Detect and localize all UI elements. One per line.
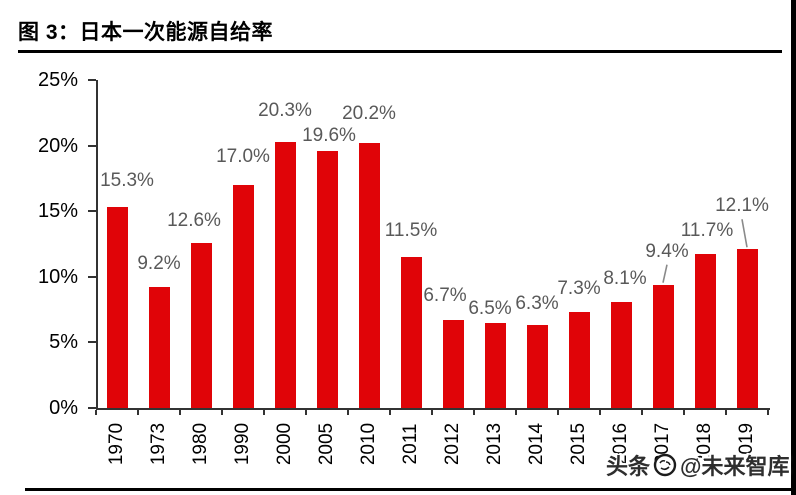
bar-value-label: 12.1%: [715, 195, 769, 217]
chart-bar: [316, 150, 338, 408]
chart-bar: [400, 257, 422, 408]
bar-value-label: 6.5%: [468, 297, 512, 319]
x-axis-tick: [179, 410, 181, 415]
x-axis-tick: [683, 410, 685, 415]
x-axis-tick: [431, 410, 433, 415]
chart-bar: [106, 207, 128, 408]
y-axis-tick: [88, 144, 96, 147]
y-axis-line: [96, 80, 98, 410]
chart-bar: [610, 301, 632, 408]
x-axis-tick: [95, 410, 97, 415]
title-underline: [18, 50, 782, 53]
x-axis-tick: [599, 410, 601, 415]
x-axis-tick: [137, 410, 139, 415]
chart-bar: [736, 249, 758, 408]
x-axis-tick: [557, 410, 559, 415]
x-axis-tick-label: 2000: [274, 422, 295, 466]
watermark: 头条 @未来智库: [606, 449, 789, 481]
x-axis-line: [96, 408, 770, 410]
chart-bar: [568, 312, 590, 408]
x-axis-tick: [641, 410, 643, 415]
x-axis-tick-label: 2013: [484, 422, 505, 466]
x-axis-tick: [725, 410, 727, 415]
y-axis-tick: [88, 79, 96, 81]
x-axis-tick: [305, 410, 307, 415]
bar-value-label: 8.1%: [603, 267, 647, 289]
watermark-suffix: @未来智库: [680, 454, 790, 479]
bar-value-label: 11.7%: [680, 220, 734, 242]
chart-bar: [232, 184, 254, 408]
x-axis-tick-label: 1990: [232, 422, 253, 466]
x-axis-tick: [389, 410, 391, 415]
y-axis-tick-label: 10%: [37, 265, 78, 288]
bar-value-label: 17.0%: [216, 145, 270, 167]
y-axis-tick-label: 20%: [37, 134, 78, 157]
chart-bar: [652, 284, 674, 408]
bar-value-label: 9.4%: [645, 240, 689, 262]
x-axis-tick-label: 1970: [106, 422, 127, 466]
x-axis-tick-label: 1973: [148, 422, 169, 466]
chart-bar: [442, 320, 464, 408]
bar-value-label: 7.3%: [557, 278, 601, 300]
chart-bar: [526, 325, 548, 408]
x-axis-tick-label: 2015: [568, 422, 589, 466]
y-axis-tick-label: 5%: [49, 331, 78, 354]
bar-value-label: 11.5%: [384, 220, 438, 242]
x-axis-tick-label: 2005: [316, 422, 337, 466]
chart-bar: [190, 242, 212, 408]
bar-value-label: 9.2%: [137, 253, 181, 275]
watermark-prefix: 头条: [606, 454, 651, 479]
right-edge-strip: [791, 0, 796, 495]
chart-bar: [694, 254, 716, 408]
bar-value-label: 20.3%: [258, 99, 312, 121]
y-axis-tick-label: 25%: [37, 69, 78, 91]
bar-value-label: 6.3%: [515, 293, 559, 315]
bottom-divider: [25, 488, 791, 491]
y-axis-tick: [88, 275, 96, 278]
x-axis-tick: [515, 410, 517, 415]
bar-value-label: 6.7%: [423, 285, 467, 307]
y-axis-tick: [88, 210, 96, 213]
chart-bar: [484, 322, 506, 408]
x-axis-tick-label: 2010: [358, 422, 379, 466]
x-axis-tick: [221, 410, 223, 415]
x-axis-tick: [473, 410, 475, 415]
y-axis-tick: [88, 341, 96, 344]
y-axis-tick-label: 15%: [37, 200, 78, 223]
bar-value-label: 20.2%: [342, 102, 396, 124]
x-axis-tick-label: 1980: [190, 422, 211, 466]
zhiku-logo-icon: [653, 453, 677, 477]
x-axis-tick: [263, 410, 265, 415]
chart-bar: [148, 287, 170, 408]
x-axis-tick: [347, 410, 349, 415]
bar-value-label: 12.6%: [167, 209, 221, 231]
bar-value-label: 15.3%: [100, 170, 154, 192]
x-axis-tick-label: 2012: [442, 422, 463, 466]
x-axis-tick: [767, 410, 769, 415]
x-axis-tick-label: 2014: [526, 422, 547, 466]
chart-bar: [358, 142, 380, 408]
y-axis-tick-label: 0%: [49, 397, 78, 419]
y-axis-tick: [88, 407, 96, 409]
chart-bar: [274, 141, 296, 408]
bar-value-label: 19.6%: [302, 124, 356, 146]
x-axis-tick-label: 2011: [400, 423, 421, 465]
figure-title: 图 3：日本一次能源自给率: [18, 21, 274, 44]
